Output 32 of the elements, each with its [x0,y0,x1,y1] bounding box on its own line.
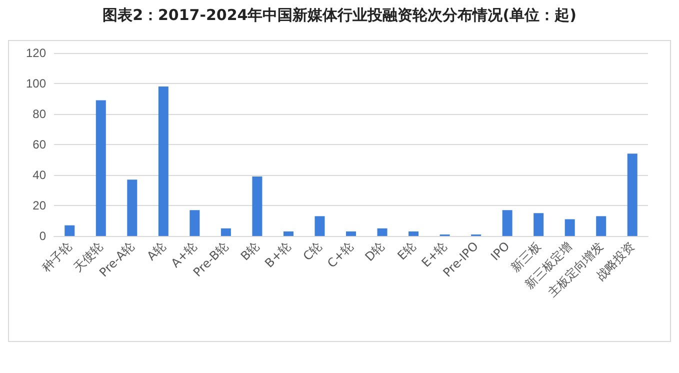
y-tick-label: 60 [32,138,46,152]
bar [534,213,544,236]
x-tick-label: E轮 [394,239,418,263]
y-tick-label: 120 [26,46,46,60]
bar [220,228,231,236]
bar [96,100,106,236]
x-tick-label: D轮 [362,239,388,264]
bar [158,86,168,236]
x-tick-label: B轮 [238,239,262,264]
y-tick-label: 40 [32,168,46,182]
x-tick-label: A轮 [144,239,168,264]
y-tick-label: 100 [26,76,46,90]
bar [564,219,575,236]
y-tick-label: 20 [32,198,46,212]
chart-title: 图表2：2017-2024年中国新媒体行业投融资轮次分布情况(单位：起) [102,6,578,25]
x-tick-label: B+轮 [262,239,294,270]
bar [283,231,294,236]
bar [408,231,419,236]
bar [64,225,75,236]
bar [314,216,325,236]
y-tick-label: 80 [32,107,46,121]
bar [190,210,200,236]
bar [502,210,512,236]
bar [627,154,638,236]
bar [252,176,262,236]
x-tick-label: C轮 [300,239,325,264]
bar [377,228,388,236]
x-tick-label: C+轮 [324,239,356,270]
bar [346,231,356,236]
x-tick-label: IPO [488,239,512,264]
bar [127,180,138,236]
bar [596,216,606,236]
